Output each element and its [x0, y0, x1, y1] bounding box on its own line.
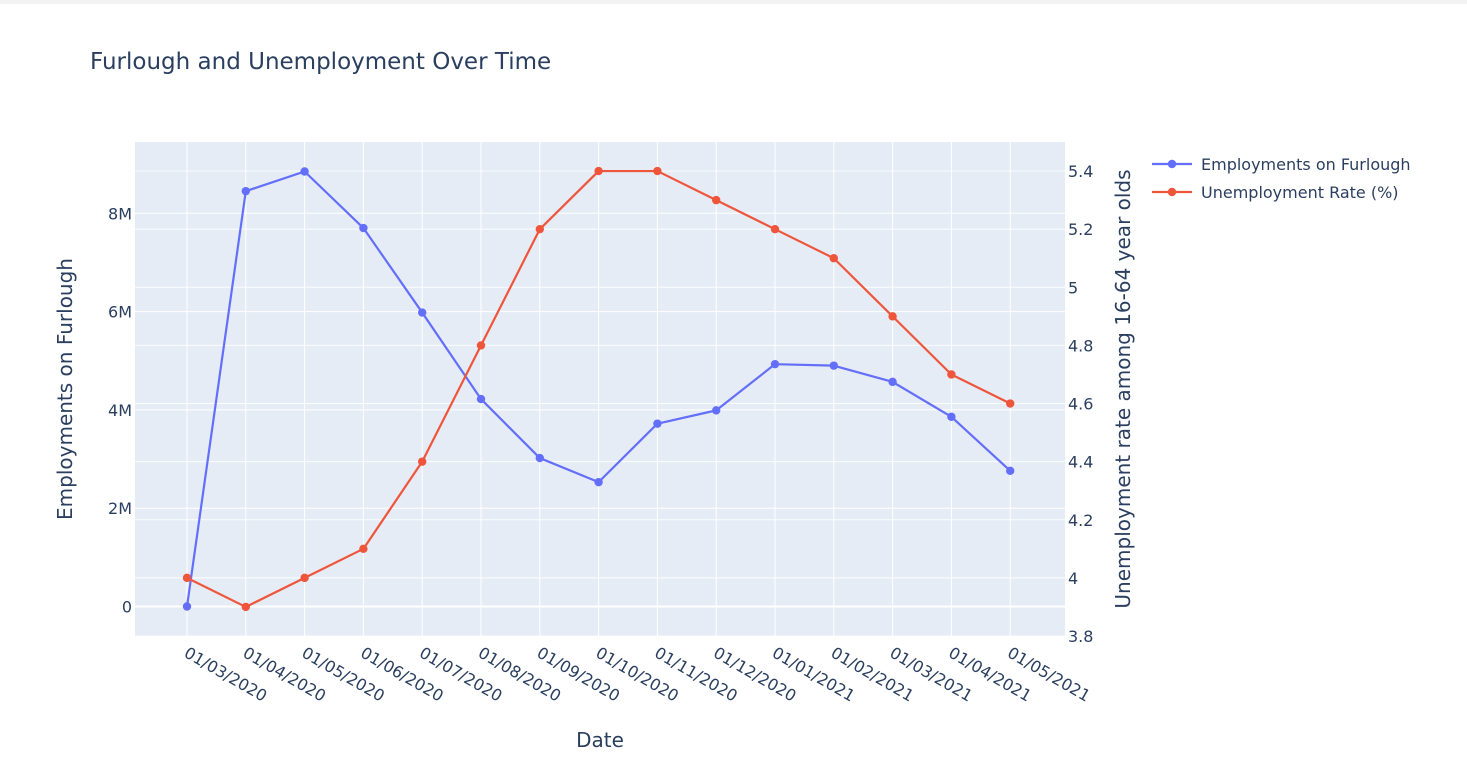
left-tick-label: 4M: [108, 401, 132, 420]
legend-item[interactable]: Unemployment Rate (%): [1152, 183, 1399, 202]
left-tick-label: 6M: [108, 303, 132, 322]
right-axis-ticks: 3.8 4 4.2 4.4 4.6 4.8 5 5.2 5.4: [1068, 162, 1093, 646]
data-point[interactable]: [712, 406, 721, 415]
data-point[interactable]: [535, 224, 544, 234]
right-tick-label: 3.8: [1068, 627, 1093, 646]
data-point[interactable]: [1006, 466, 1015, 476]
data-point[interactable]: [829, 361, 838, 370]
data-point[interactable]: [594, 166, 603, 176]
x-axis-title: Date: [576, 728, 624, 752]
data-point[interactable]: [182, 573, 192, 583]
data-point[interactable]: [241, 602, 250, 612]
right-tick-label: 5.4: [1068, 162, 1093, 181]
left-axis-title: Employments on Furlough: [53, 258, 77, 520]
legend-item[interactable]: Employments on Furlough: [1152, 155, 1411, 174]
data-point[interactable]: [300, 167, 309, 176]
right-tick-label: 5: [1068, 278, 1078, 297]
plot-background: [135, 142, 1065, 636]
data-point[interactable]: [182, 602, 192, 611]
data-point[interactable]: [888, 312, 897, 321]
data-point[interactable]: [770, 224, 780, 234]
data-point[interactable]: [476, 341, 486, 350]
left-tick-label: 8M: [108, 204, 132, 223]
data-point[interactable]: [241, 186, 250, 196]
legend-marker: [1167, 187, 1177, 197]
data-point[interactable]: [1006, 399, 1015, 408]
data-point[interactable]: [535, 453, 544, 463]
data-point[interactable]: [947, 370, 956, 379]
legend-marker: [1167, 159, 1177, 169]
right-tick-label: 4.6: [1068, 395, 1093, 414]
data-point[interactable]: [359, 544, 368, 554]
data-point[interactable]: [594, 477, 603, 487]
right-tick-label: 5.2: [1068, 220, 1093, 239]
left-tick-label: 0: [122, 598, 132, 617]
data-point[interactable]: [653, 166, 662, 176]
data-point[interactable]: [359, 223, 368, 233]
legend-label: Unemployment Rate (%): [1201, 183, 1399, 202]
series-layer: [182, 166, 1015, 612]
right-tick-label: 4.8: [1068, 336, 1093, 355]
data-point[interactable]: [829, 254, 838, 263]
left-tick-label: 2M: [108, 499, 132, 518]
data-point[interactable]: [888, 377, 897, 387]
data-point[interactable]: [947, 412, 956, 421]
x-axis-ticks: 01/03/202001/04/202001/05/202001/06/2020…: [181, 643, 1094, 706]
right-tick-label: 4.2: [1068, 511, 1093, 530]
data-point[interactable]: [418, 457, 427, 466]
right-tick-label: 4.4: [1068, 453, 1093, 472]
legend-label: Employments on Furlough: [1201, 155, 1411, 174]
data-point[interactable]: [300, 573, 309, 583]
data-point[interactable]: [712, 195, 721, 205]
data-point[interactable]: [770, 359, 780, 369]
top-border: [0, 0, 1467, 4]
data-point[interactable]: [653, 419, 662, 428]
right-axis-title: Unemployment rate among 16-64 year olds: [1111, 169, 1135, 608]
chart-title: Furlough and Unemployment Over Time: [90, 49, 551, 75]
data-point[interactable]: [476, 394, 486, 404]
right-tick-label: 4: [1068, 569, 1078, 588]
data-point[interactable]: [418, 308, 427, 317]
legend[interactable]: Employments on Furlough Unemployment Rate…: [1152, 155, 1411, 202]
left-axis-ticks: 0 2M 4M 6M 8M: [108, 204, 132, 616]
